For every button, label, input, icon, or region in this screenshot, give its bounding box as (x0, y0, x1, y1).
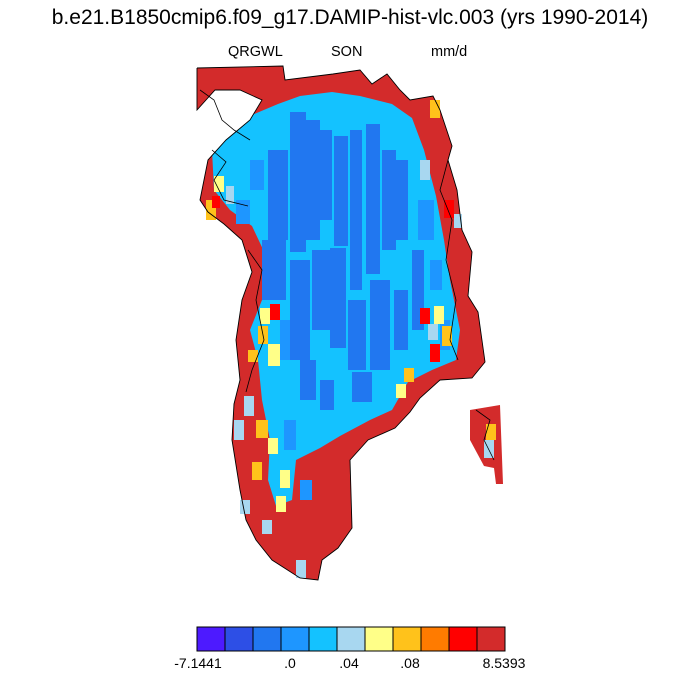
colorbar-label-min: -7.1441 (174, 655, 222, 671)
ice-interior-cell (250, 160, 264, 190)
margin-cell (206, 200, 216, 220)
units-label: mm/d (431, 44, 468, 60)
ice-interior-cell (382, 150, 396, 250)
colorbar-swatch (196, 626, 226, 652)
margin-cell (454, 214, 462, 228)
ice-interior-cell (418, 200, 434, 240)
colorbar-swatch (308, 626, 338, 652)
ice-interior-cell (350, 130, 362, 290)
margin-cell (420, 160, 430, 180)
margin-cell (404, 368, 414, 382)
coastline-detail (211, 149, 249, 207)
margin-cell (226, 186, 234, 204)
colorbar-label-04: .04 (339, 655, 359, 671)
margin-cell (262, 520, 272, 534)
ice-interior-cell (430, 260, 442, 290)
margin-cell (442, 326, 452, 346)
margin-cell (276, 496, 286, 512)
margin-cell (244, 396, 254, 416)
ice-interior-cell (312, 250, 330, 330)
ice-interior-cell (394, 290, 408, 350)
margin-cell (444, 200, 454, 218)
margin-cell (430, 100, 440, 118)
colorbar-swatch (476, 626, 506, 652)
margin-cell (252, 462, 262, 480)
coastline-detail (475, 409, 495, 461)
margin-cell (214, 176, 224, 192)
ice-interior-cell (366, 124, 380, 274)
margin-cell (296, 560, 306, 578)
margin-cell (234, 420, 244, 440)
margin-cell (396, 384, 406, 398)
colorbar-swatch (392, 626, 422, 652)
colorbar-swatch (252, 626, 282, 652)
ice-interior-cell (370, 280, 390, 370)
colorbar-swatch (364, 626, 394, 652)
season-label: SON (331, 44, 363, 60)
coastline-detail (439, 159, 459, 361)
ice-interior-cell (284, 420, 296, 450)
ice-interior-cell (348, 300, 366, 370)
margin-cell (434, 306, 444, 324)
margin-cell (268, 438, 278, 454)
ice-interior-cell (300, 360, 316, 400)
colorbar-swatch (280, 626, 310, 652)
ice-interior-cell (320, 380, 334, 410)
coastline-detail (199, 89, 251, 141)
margin-cell (240, 500, 250, 514)
ice-interior-cell (306, 120, 320, 240)
ice-interior-cell (280, 320, 290, 360)
coastline-detail (245, 249, 265, 393)
margin-cell (280, 470, 290, 488)
margin-cell (270, 304, 280, 320)
variable-label: QRGWL (228, 44, 283, 60)
colorbar-swatch (448, 626, 478, 652)
margin-cell (212, 196, 220, 208)
margin-cell (260, 308, 270, 324)
ice-interior-cell (268, 150, 288, 240)
margin-cell (268, 344, 280, 366)
colorbar-swatch (336, 626, 366, 652)
ice-interior-cell (290, 260, 310, 360)
plot-title: b.e21.B1850cmip6.f09_g17.DAMIP-hist-vlc.… (51, 6, 649, 29)
ice-interior-cell (352, 372, 372, 402)
ice-interior-cell (330, 248, 346, 348)
coastline (196, 65, 486, 581)
ice-interior-cell (396, 160, 408, 240)
margin-cell (428, 324, 438, 340)
margin-cell (420, 308, 430, 324)
ice-interior-cell (334, 136, 348, 246)
colorbar-swatch (224, 626, 254, 652)
colorbar-label-zero: .0 (284, 655, 296, 671)
colorbar-label-max: 8.5393 (482, 655, 526, 671)
colorbar-swatch (420, 626, 450, 652)
margin-cell (430, 344, 440, 362)
colorbar-label-08: .08 (400, 655, 420, 671)
ice-interior-cell (262, 240, 286, 300)
margin-cell (484, 440, 494, 458)
ice-interior-cell (300, 480, 312, 500)
margin-cell (256, 420, 268, 438)
margin-cell (248, 350, 258, 362)
ice-interior-cell (320, 130, 332, 220)
ice-interior-cell (290, 112, 306, 252)
margin-cell (486, 424, 496, 440)
